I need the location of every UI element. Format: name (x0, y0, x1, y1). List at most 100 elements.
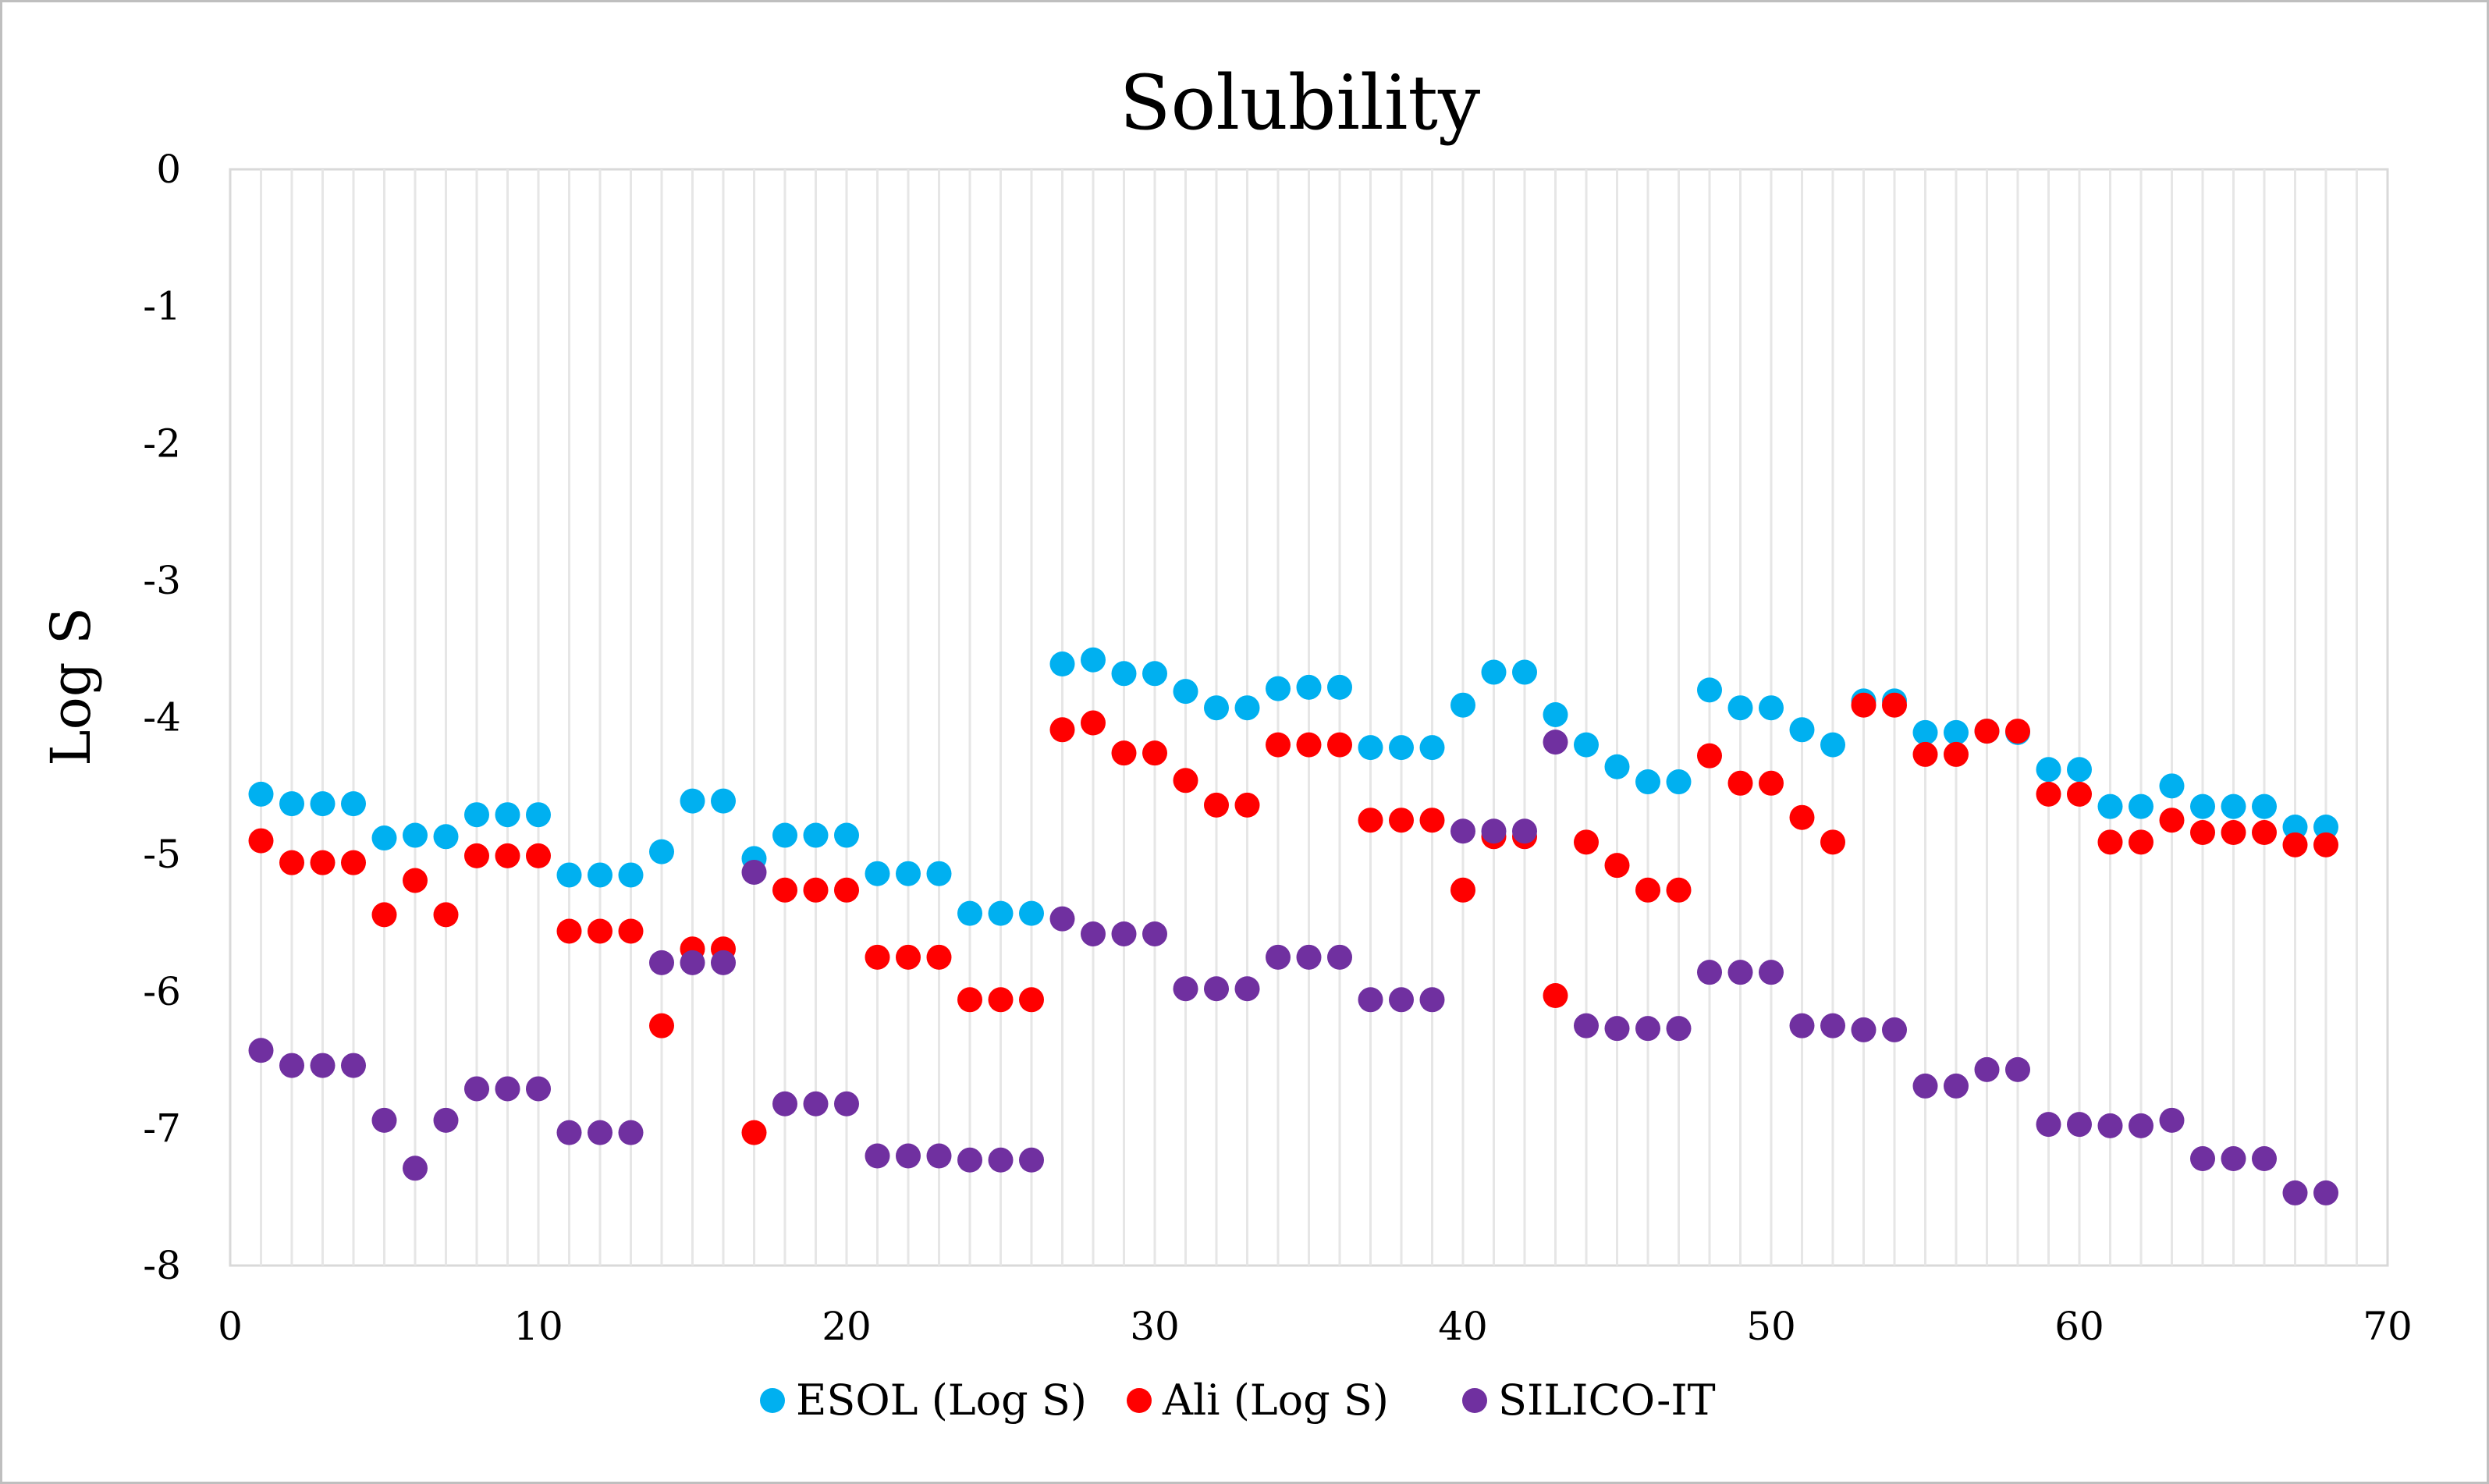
point-silico-it (1234, 976, 1260, 1002)
point-esol (1142, 661, 1167, 687)
point-esol (803, 822, 829, 848)
point-ali (1204, 792, 1229, 818)
point-silico-it (1666, 1016, 1692, 1042)
point-silico-it (1358, 987, 1383, 1013)
point-ali (1944, 741, 1969, 767)
x-tick-label: 30 (1130, 1304, 1180, 1349)
legend-marker-ali (1127, 1388, 1152, 1413)
point-ali (1019, 987, 1044, 1013)
point-esol (865, 861, 890, 886)
point-silico-it (2252, 1146, 2277, 1172)
point-esol (1912, 719, 1938, 745)
x-tick-label: 70 (2363, 1304, 2413, 1349)
legend: ESOL (Log S) Ali (Log S) SILICO-IT (760, 1376, 1716, 1425)
point-silico-it (2221, 1146, 2246, 1172)
point-silico-it (1450, 818, 1475, 844)
point-silico-it (526, 1076, 551, 1102)
point-silico-it (371, 1107, 397, 1133)
point-ali (1574, 829, 1599, 855)
point-ali (403, 868, 428, 893)
point-ali (2129, 829, 2153, 855)
point-silico-it (1604, 1016, 1630, 1042)
point-silico-it (1019, 1147, 1044, 1173)
point-ali (2097, 829, 2123, 855)
point-ali (1789, 804, 1815, 830)
x-tick-label: 0 (218, 1304, 243, 1349)
point-ali (1266, 732, 1291, 758)
point-esol (957, 900, 982, 926)
point-silico-it (1296, 944, 1322, 970)
point-ali (1450, 877, 1475, 903)
x-tick-label: 50 (1746, 1304, 1796, 1349)
point-ali (896, 944, 921, 970)
point-silico-it (2159, 1107, 2185, 1133)
point-esol (1666, 769, 1692, 795)
point-esol (1512, 659, 1537, 685)
point-silico-it (1049, 906, 1075, 932)
point-silico-it (1574, 1013, 1599, 1038)
data-points (248, 647, 2338, 1205)
x-tick-label: 10 (513, 1304, 563, 1349)
point-silico-it (2313, 1180, 2338, 1205)
point-esol (772, 822, 797, 848)
point-esol (1389, 735, 1414, 761)
point-ali (310, 850, 336, 875)
point-silico-it (680, 950, 705, 975)
point-esol (556, 862, 582, 888)
point-esol (2159, 773, 2185, 799)
y-tick-label: -8 (143, 1243, 181, 1288)
point-ali (1759, 770, 1784, 796)
point-esol (1081, 647, 1106, 673)
point-ali (464, 843, 489, 868)
y-tick-label: -5 (143, 832, 181, 877)
point-ali (1820, 829, 1845, 855)
point-silico-it (1142, 921, 1167, 946)
point-silico-it (248, 1038, 274, 1063)
point-ali (1851, 692, 1877, 718)
point-esol (1481, 659, 1507, 685)
point-ali (1974, 719, 2000, 744)
point-ali (926, 944, 952, 970)
point-silico-it (711, 950, 736, 975)
point-esol (1759, 695, 1784, 721)
point-esol (2282, 815, 2308, 840)
point-ali (371, 902, 397, 928)
point-esol (1727, 695, 1753, 721)
point-esol (2097, 793, 2123, 819)
point-ali (1635, 877, 1660, 903)
point-silico-it (1635, 1016, 1660, 1042)
point-ali (1327, 732, 1352, 758)
y-axis-tick-labels: 0 -1 -2 -3 -4 -5 -6 -7 -8 (143, 147, 181, 1288)
point-ali (2190, 820, 2215, 846)
y-tick-label: 0 (156, 147, 181, 192)
point-esol (2036, 757, 2061, 783)
point-silico-it (2036, 1112, 2061, 1138)
point-ali (649, 1013, 674, 1038)
y-tick-label: -2 (143, 421, 181, 466)
point-esol (1820, 732, 1845, 758)
point-ali (526, 843, 551, 868)
point-ali (588, 918, 612, 944)
point-silico-it (341, 1053, 366, 1078)
point-silico-it (1327, 944, 1352, 970)
point-esol (1944, 719, 1969, 745)
point-silico-it (772, 1091, 797, 1117)
point-ali (1912, 741, 1938, 767)
point-silico-it (741, 859, 767, 885)
point-silico-it (618, 1120, 644, 1145)
point-esol (1296, 674, 1322, 700)
x-tick-label: 20 (822, 1304, 872, 1349)
point-ali (1543, 983, 1568, 1009)
point-silico-it (1419, 987, 1445, 1013)
series-esol (248, 647, 2338, 926)
point-esol (1204, 695, 1229, 721)
point-esol (1697, 677, 1722, 703)
legend-label-ali: Ali (Log S) (1162, 1376, 1389, 1425)
point-ali (2005, 719, 2030, 744)
point-silico-it (1974, 1056, 2000, 1082)
point-esol (1419, 735, 1445, 761)
point-silico-it (1543, 730, 1568, 755)
point-silico-it (1851, 1017, 1877, 1042)
point-ali (1234, 792, 1260, 818)
